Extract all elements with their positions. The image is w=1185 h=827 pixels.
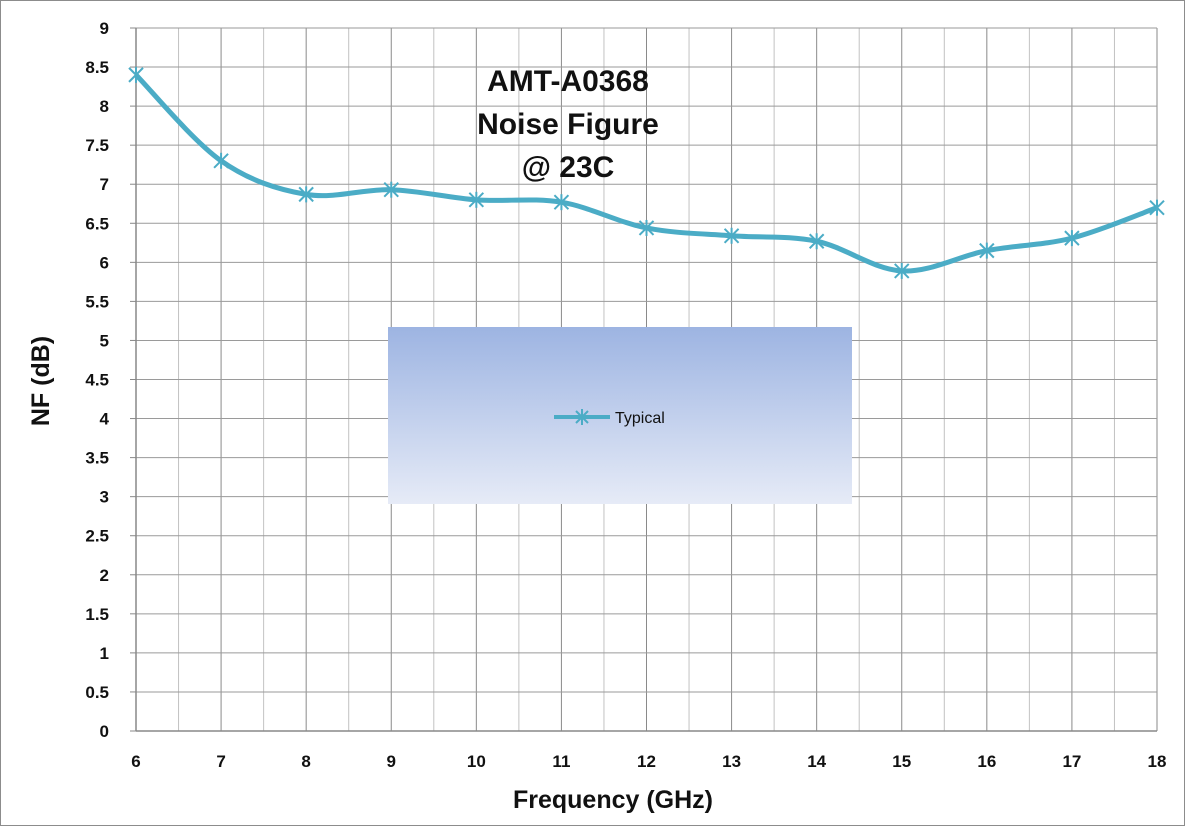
legend-box <box>388 327 852 504</box>
y-tick-label: 7.5 <box>85 136 109 155</box>
y-tick-label: 3 <box>100 488 109 507</box>
data-point-marker <box>553 194 570 211</box>
x-axis-title: Frequency (GHz) <box>513 786 713 814</box>
x-tick-label: 9 <box>387 752 396 771</box>
data-point-marker <box>298 186 314 203</box>
x-tick-label: 18 <box>1148 752 1167 771</box>
data-point-marker <box>808 233 825 250</box>
y-tick-label: 1 <box>100 644 109 663</box>
y-tick-labels: 0 0.5 1 1.5 2 2.5 3 3.5 4 4.5 5 5.5 6 6.5 7 7.5 8 8.5 9 <box>85 19 109 741</box>
data-point-marker <box>468 191 485 208</box>
y-tick-label: 0.5 <box>85 683 109 702</box>
x-tick-label: 10 <box>467 752 486 771</box>
y-tick-label: 5.5 <box>85 292 109 311</box>
chart-title-line-3: @ 23C <box>522 151 615 184</box>
data-point-marker <box>723 227 740 244</box>
data-point-marker <box>894 262 910 279</box>
data-point-marker <box>638 219 655 236</box>
x-tick-label: 11 <box>552 752 570 771</box>
legend-swatch-marker <box>575 409 589 425</box>
y-tick-label: 6 <box>100 253 109 272</box>
chart-title-line-2: Noise Figure <box>477 108 659 141</box>
data-point-marker <box>1149 199 1165 216</box>
data-point-marker <box>1064 230 1080 247</box>
y-tick-label: 4 <box>100 410 110 429</box>
x-tick-label: 16 <box>977 752 996 771</box>
series-typical <box>128 66 1165 279</box>
y-tick-label: 2 <box>100 566 109 585</box>
x-tick-label: 8 <box>301 752 310 771</box>
y-tick-label: 4.5 <box>85 371 109 390</box>
y-tick-label: 8.5 <box>85 58 109 77</box>
y-tick-label: 6.5 <box>85 214 109 233</box>
y-tick-label: 3.5 <box>85 449 109 468</box>
y-tick-label: 5 <box>100 331 109 350</box>
data-point-marker <box>128 66 144 83</box>
y-tick-label: 1.5 <box>85 605 109 624</box>
y-tick-label: 7 <box>100 175 109 194</box>
x-tick-label: 15 <box>892 752 911 771</box>
y-tick-label: 8 <box>100 97 109 116</box>
data-point-marker <box>213 152 229 169</box>
x-tick-labels: 6 7 8 9 10 11 12 13 14 15 16 17 18 <box>131 752 1166 771</box>
chart-title: AMT-A0368 Noise Figure @ 23C <box>477 65 659 184</box>
legend-label: Typical <box>615 410 665 427</box>
y-tick-label: 9 <box>100 19 109 38</box>
x-tick-label: 14 <box>807 752 826 771</box>
y-tick-label: 0 <box>100 722 109 741</box>
data-point-marker <box>383 181 399 198</box>
chart-title-line-1: AMT-A0368 <box>487 65 649 98</box>
x-tick-label: 7 <box>216 752 225 771</box>
x-tick-label: 17 <box>1062 752 1081 771</box>
y-tick-label: 2.5 <box>85 527 109 546</box>
y-axis-title: NF (dB) <box>27 336 55 426</box>
legend: Typical <box>388 327 852 504</box>
x-tick-label: 6 <box>131 752 140 771</box>
data-point-marker <box>979 242 995 259</box>
x-tick-label: 13 <box>722 752 741 771</box>
x-tick-label: 12 <box>637 752 656 771</box>
